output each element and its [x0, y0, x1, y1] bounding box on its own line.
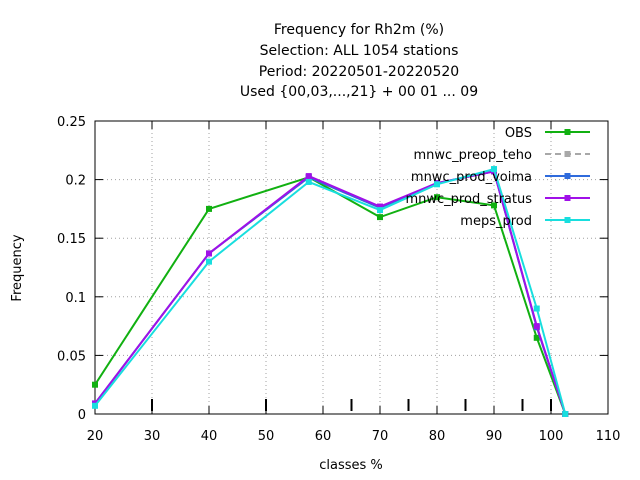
x-tick-label: 40	[201, 429, 218, 444]
series-line	[94, 176, 567, 415]
y-tick-label: 0.25	[57, 115, 86, 130]
y-tick-label: 0	[78, 408, 86, 423]
legend-entry-label: mnwc_prod_voima	[411, 170, 532, 185]
legend-swatch-marker	[564, 217, 571, 223]
x-axis-label: classes %	[319, 458, 383, 473]
y-tick-label: 0.05	[57, 349, 86, 364]
plot-frame	[94, 120, 609, 415]
legend: OBS mnwc_preop_teho mnwc_prod_voima mnwc_pr…	[406, 126, 590, 229]
data-point	[377, 203, 383, 210]
x-tick-label: 50	[258, 429, 275, 444]
class-markers	[151, 399, 552, 411]
legend-swatch-marker	[564, 195, 571, 201]
x-tick-label: 60	[315, 429, 332, 444]
x-tick-label: 80	[429, 429, 446, 444]
y-tick-label: 0.2	[65, 174, 86, 189]
data-point	[434, 194, 440, 201]
y-axis-label: Frequency	[10, 234, 25, 301]
x-tick-label: 100	[539, 429, 564, 444]
x-tick-label: 70	[372, 429, 389, 444]
legend-swatch-marker	[564, 129, 571, 135]
legend-entry-label: mnwc_prod_stratus	[406, 192, 533, 207]
title-line-3: Period: 20220501-20220520	[259, 64, 459, 80]
data-point	[377, 207, 383, 214]
title-line-2: Selection: ALL 1054 stations	[260, 43, 459, 59]
x-tick-label: 90	[486, 429, 503, 444]
data-point	[206, 205, 212, 212]
data-point	[491, 202, 497, 209]
axis-ticks: 0 0.05 0.1 0.15 0.2 0.25 20 30 40 50 60 70 80 90 100 11…	[57, 115, 620, 444]
series-lines	[92, 166, 569, 417]
data-point	[305, 173, 312, 180]
legend-entry-label: OBS	[505, 126, 532, 141]
chart-title: Frequency for Rh2m (%) Selection: ALL 10…	[240, 22, 478, 100]
legend-entry-label: mnwc_preop_teho	[414, 148, 533, 163]
data-point	[533, 334, 540, 341]
data-point	[434, 181, 440, 188]
x-tick-label: 20	[87, 429, 104, 444]
title-line-1: Frequency for Rh2m (%)	[274, 22, 444, 38]
title-line-4: Used {00,03,...,21} + 00 01 ... 09	[240, 84, 478, 100]
data-point	[533, 305, 540, 312]
data-point	[92, 381, 98, 388]
legend-entry-label: meps_prod	[460, 214, 532, 229]
data-point	[305, 178, 312, 185]
y-tick-label: 0.15	[57, 232, 86, 247]
series-line	[94, 168, 567, 415]
x-tick-label: 110	[596, 429, 621, 444]
series-line	[94, 170, 567, 415]
data-point	[92, 402, 98, 409]
data-point	[562, 411, 569, 417]
data-point	[206, 250, 212, 257]
data-point	[377, 214, 383, 221]
y-tick-label: 0.1	[65, 291, 86, 306]
data-point	[533, 323, 540, 330]
legend-swatch-marker	[564, 151, 571, 157]
legend-swatch-marker	[564, 173, 571, 179]
x-tick-label: 30	[144, 429, 161, 444]
data-point	[206, 258, 212, 265]
data-point	[491, 166, 497, 173]
